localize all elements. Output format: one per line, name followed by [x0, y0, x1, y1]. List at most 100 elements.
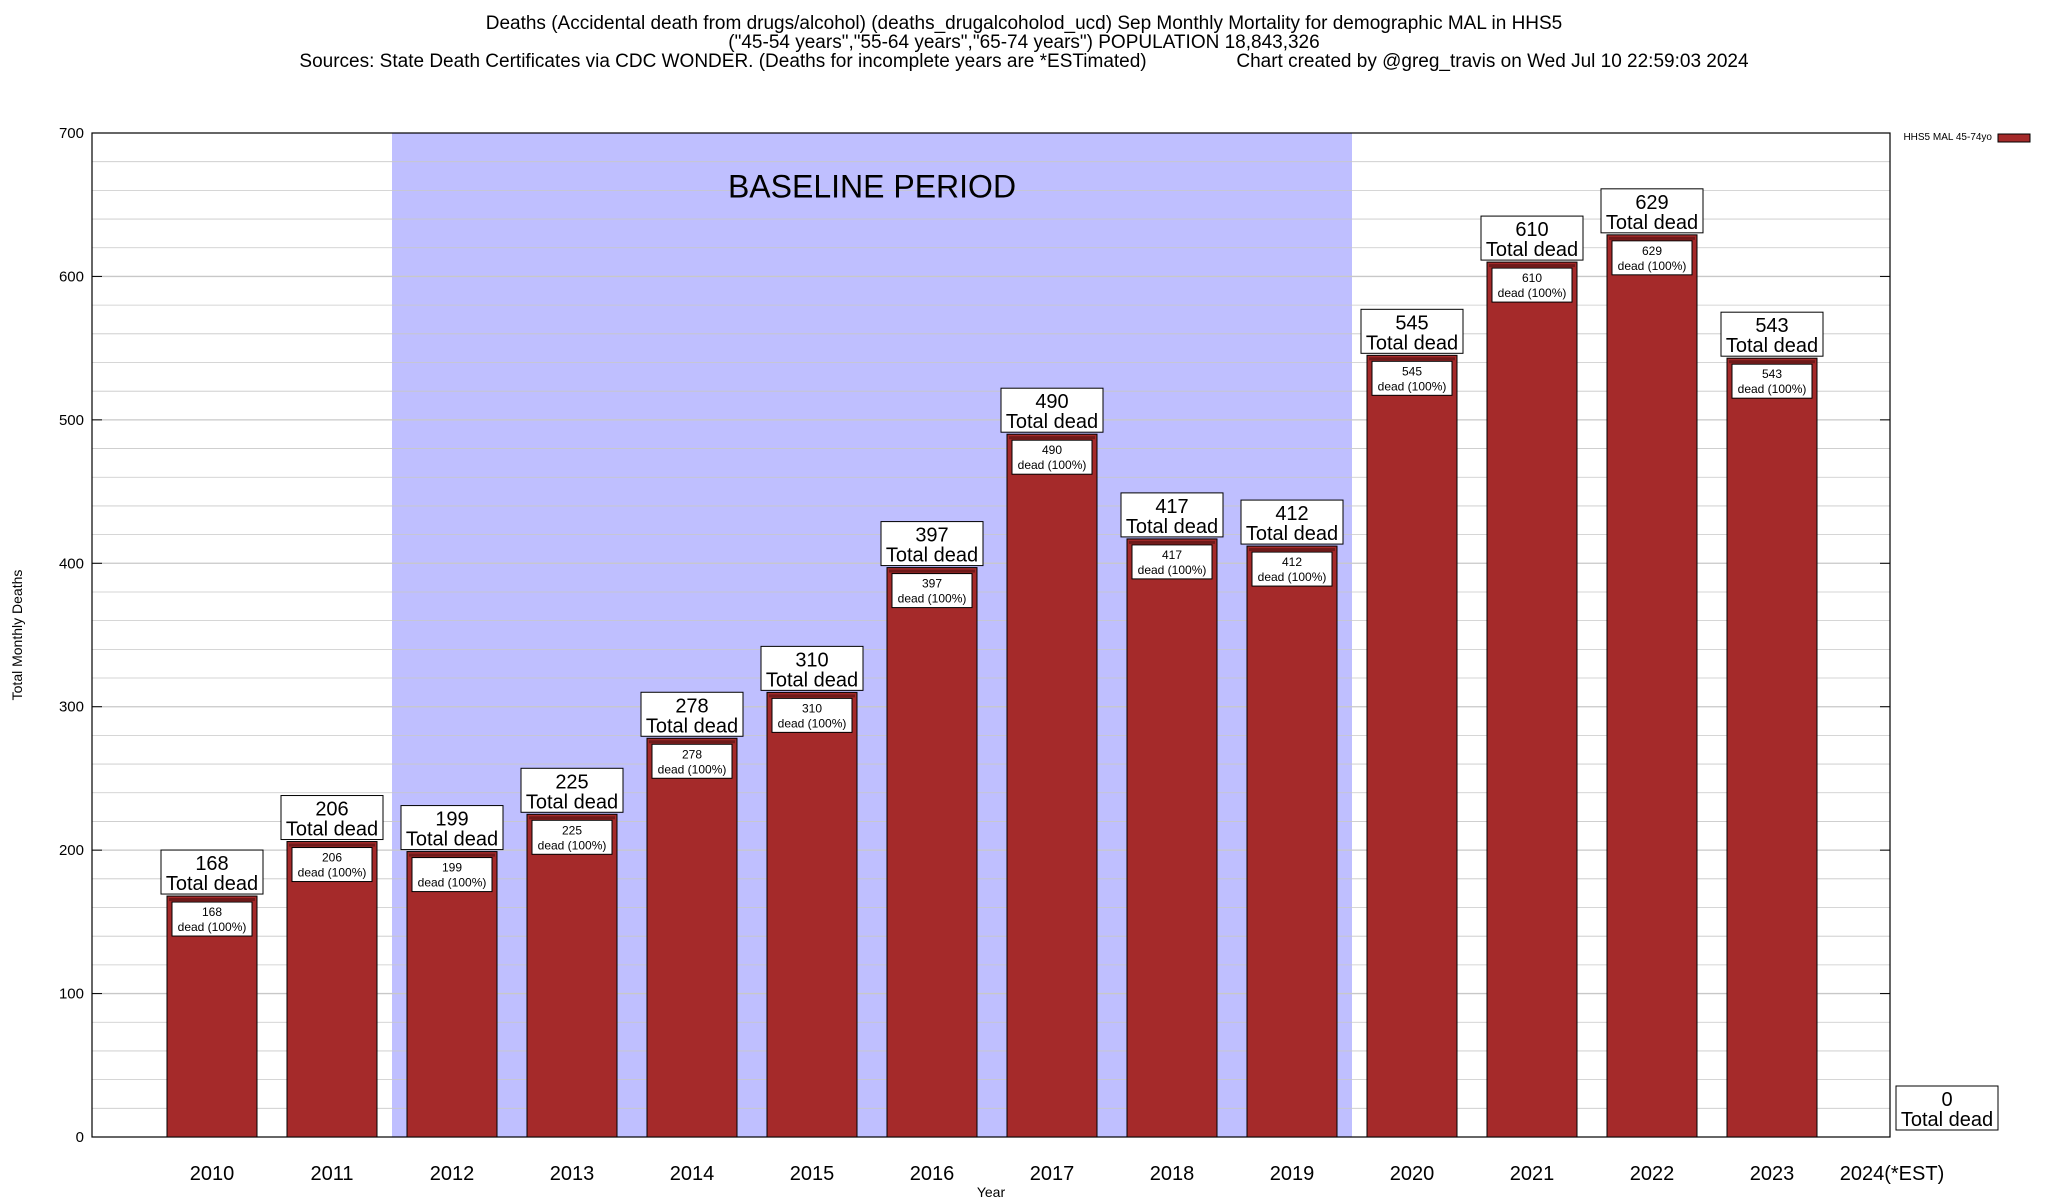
inner-label-text: dead (100%) — [1258, 570, 1327, 584]
y-tick-label: 300 — [59, 699, 84, 716]
inner-label-text: dead (100%) — [538, 838, 607, 852]
bar — [526, 813, 618, 1138]
x-axis-label: Year — [977, 1184, 1006, 1200]
inner-label-value: 310 — [802, 701, 822, 715]
bar-top-edge — [1489, 264, 1575, 268]
inner-label-box — [1011, 439, 1093, 475]
x-tick-label: 2012 — [430, 1163, 475, 1185]
top-label-box — [1240, 499, 1344, 545]
top-label-value: 490 — [1035, 391, 1068, 413]
top-label-text: Total dead — [1606, 212, 1698, 234]
top-label-text: Total dead — [1726, 335, 1818, 357]
bar-top-edge — [1009, 436, 1095, 440]
inner-label-value: 168 — [202, 905, 222, 919]
top-label-text: Total dead — [286, 819, 378, 841]
x-tick-label: 2013 — [550, 1163, 595, 1185]
top-label-value: 543 — [1755, 315, 1788, 337]
inner-label-value: 490 — [1042, 443, 1062, 457]
top-label-box — [1600, 188, 1704, 234]
top-label-value: 168 — [195, 853, 228, 875]
bar — [646, 737, 738, 1138]
top-label-box — [1000, 387, 1104, 433]
inner-label-box — [1731, 363, 1813, 399]
y-tick-label: 600 — [59, 268, 84, 285]
top-label-value: 225 — [555, 771, 588, 793]
top-label-text: Total dead — [1126, 516, 1218, 538]
top-label-text: Total dead — [1246, 523, 1338, 545]
top-label-value: 278 — [675, 695, 708, 717]
bar-top-edge — [169, 898, 255, 902]
x-tick-label: 2023 — [1750, 1163, 1795, 1185]
bar-top-edge — [409, 853, 495, 857]
x-tick-label: 2024(*EST) — [1840, 1163, 1945, 1185]
inner-label-box — [1131, 544, 1213, 580]
top-label-value: 310 — [795, 649, 828, 671]
inner-label-text: dead (100%) — [1498, 286, 1567, 300]
top-label-text: Total dead — [886, 545, 978, 567]
y-tick-label: 400 — [59, 555, 84, 572]
bar-top-edge — [289, 843, 375, 847]
top-label-box — [1720, 311, 1824, 357]
top-label-text: Total dead — [1006, 411, 1098, 433]
bar — [1606, 234, 1698, 1138]
inner-label-value: 629 — [1642, 244, 1662, 258]
top-label-text: Total dead — [1901, 1109, 1993, 1131]
inner-label-box — [651, 743, 733, 779]
inner-label-text: dead (100%) — [418, 876, 487, 890]
top-label-box — [880, 521, 984, 567]
inner-label-box — [291, 847, 373, 883]
top-label-box — [400, 805, 504, 851]
bar-top-edge — [1729, 360, 1815, 364]
inner-label-text: dead (100%) — [178, 920, 247, 934]
inner-label-box — [411, 857, 493, 893]
inner-label-value: 397 — [922, 577, 942, 591]
top-label-box — [1895, 1085, 1999, 1131]
inner-label-value: 199 — [442, 861, 462, 875]
bar-top-edge — [1249, 548, 1335, 552]
x-tick-label: 2021 — [1510, 1163, 1555, 1185]
top-label-value: 206 — [315, 799, 348, 821]
top-label-box — [160, 849, 264, 895]
y-tick-label: 200 — [59, 842, 84, 859]
baseline-period-label: BASELINE PERIOD — [728, 169, 1016, 205]
inner-label-text: dead (100%) — [1018, 458, 1087, 472]
top-label-value: 545 — [1395, 312, 1428, 334]
inner-label-box — [1371, 360, 1453, 396]
top-label-value: 412 — [1275, 503, 1308, 525]
top-label-text: Total dead — [406, 829, 498, 851]
inner-label-value: 545 — [1402, 364, 1422, 378]
inner-label-box — [1491, 267, 1573, 303]
inner-label-value: 412 — [1282, 555, 1302, 569]
top-label-text: Total dead — [766, 669, 858, 691]
bar-top-edge — [889, 569, 975, 573]
x-tick-label: 2022 — [1630, 1163, 1675, 1185]
x-tick-label: 2016 — [910, 1163, 955, 1185]
x-tick-label: 2019 — [1270, 1163, 1315, 1185]
top-label-text: Total dead — [1366, 332, 1458, 354]
inner-label-value: 543 — [1762, 367, 1782, 381]
bar — [1366, 354, 1458, 1138]
top-label-value: 629 — [1635, 192, 1668, 214]
plot-border — [91, 132, 1891, 1138]
inner-label-box — [891, 573, 973, 609]
legend-label: HHS5 MAL 45-74yo — [1903, 132, 1992, 143]
inner-label-text: dead (100%) — [1378, 379, 1447, 393]
top-label-value: 199 — [435, 809, 468, 831]
bar-top-edge — [529, 816, 615, 820]
inner-label-box — [171, 901, 253, 937]
inner-label-box — [1251, 551, 1333, 587]
top-label-text: Total dead — [1486, 239, 1578, 261]
inner-label-value: 206 — [322, 851, 342, 865]
inner-label-text: dead (100%) — [1738, 382, 1807, 396]
bar — [1006, 433, 1098, 1138]
inner-label-text: dead (100%) — [658, 762, 727, 776]
bar — [1246, 545, 1338, 1138]
top-label-box — [1480, 215, 1584, 261]
top-label-box — [1360, 308, 1464, 354]
bar-top-edge — [1129, 540, 1215, 544]
top-label-box — [520, 767, 624, 813]
inner-label-box — [1611, 240, 1693, 276]
inner-label-value: 610 — [1522, 271, 1542, 285]
bar-top-edge — [1609, 236, 1695, 240]
